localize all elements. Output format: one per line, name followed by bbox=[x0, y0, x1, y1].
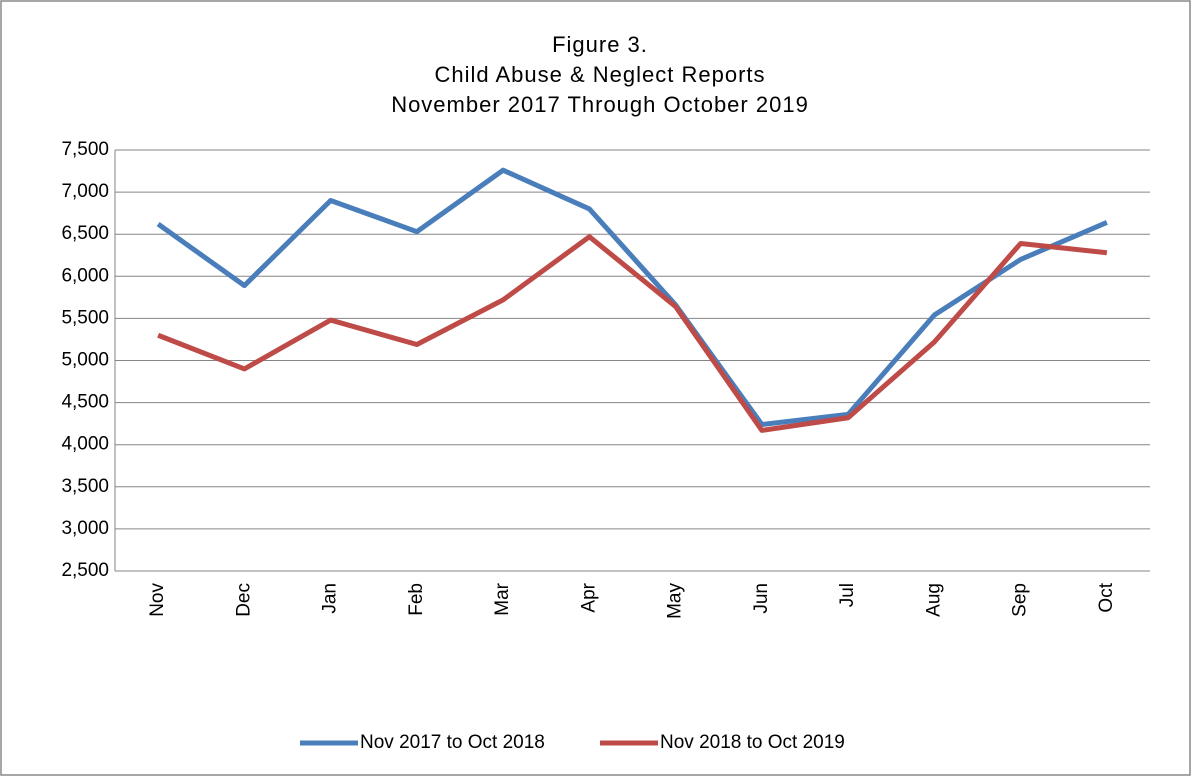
y-tick-label: 4,500 bbox=[61, 392, 109, 413]
x-tick-label: May bbox=[665, 583, 686, 619]
x-tick-label: Jul bbox=[837, 583, 858, 607]
x-tick-label: Sep bbox=[1010, 583, 1031, 617]
x-tick-label: Feb bbox=[406, 583, 427, 616]
y-tick-label: 7,000 bbox=[61, 181, 109, 202]
x-tick-label: Nov bbox=[147, 583, 168, 617]
y-tick-label: 4,000 bbox=[61, 434, 109, 455]
x-tick-label: Jan bbox=[320, 583, 341, 614]
y-tick-label: 2,500 bbox=[61, 560, 109, 581]
y-tick-label: 6,500 bbox=[61, 223, 109, 244]
x-tick-label: Dec bbox=[233, 583, 254, 617]
y-tick-label: 7,500 bbox=[61, 139, 109, 160]
line-series bbox=[157, 234, 1108, 433]
x-tick-label: Jun bbox=[751, 583, 772, 614]
x-tick-label: Oct bbox=[1096, 582, 1117, 612]
legend-label: Nov 2017 to Oct 2018 bbox=[360, 732, 545, 753]
legend-label: Nov 2018 to Oct 2019 bbox=[660, 732, 845, 753]
x-tick-label: Mar bbox=[492, 582, 513, 615]
line-series bbox=[156, 167, 1108, 427]
y-tick-label: 5,500 bbox=[61, 307, 109, 328]
x-tick-label: Aug bbox=[923, 583, 944, 617]
y-tick-label: 3,000 bbox=[61, 518, 109, 539]
x-tick-label: Apr bbox=[578, 582, 599, 612]
y-tick-label: 5,000 bbox=[61, 350, 109, 371]
chart-title: Figure 3. bbox=[552, 32, 648, 57]
chart-title: November 2017 Through October 2019 bbox=[391, 92, 809, 117]
y-tick-label: 6,000 bbox=[61, 265, 109, 286]
chart-title: Child Abuse & Neglect Reports bbox=[434, 62, 765, 87]
y-tick-label: 3,500 bbox=[61, 476, 109, 497]
